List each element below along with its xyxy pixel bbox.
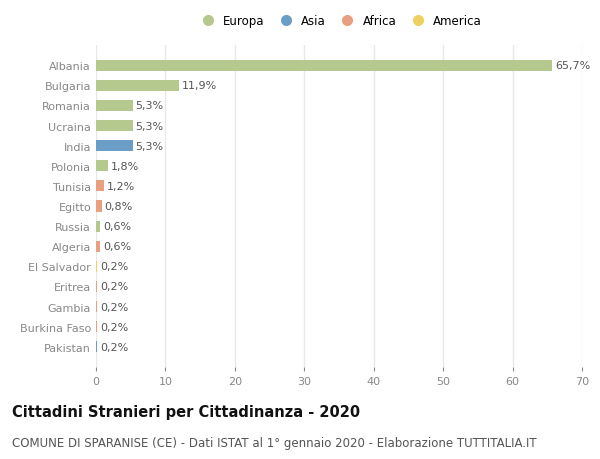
Text: 0,2%: 0,2% — [100, 322, 128, 332]
Text: 0,8%: 0,8% — [104, 202, 133, 212]
Text: 0,2%: 0,2% — [100, 262, 128, 272]
Text: 5,3%: 5,3% — [136, 141, 164, 151]
Bar — [96, 341, 97, 353]
Text: 0,6%: 0,6% — [103, 242, 131, 252]
Bar — [96, 181, 104, 192]
Bar — [96, 81, 179, 92]
Text: 11,9%: 11,9% — [181, 81, 217, 91]
Bar — [96, 302, 97, 313]
Text: 5,3%: 5,3% — [136, 101, 164, 111]
Bar — [96, 321, 97, 332]
Text: 0,2%: 0,2% — [100, 302, 128, 312]
Bar — [96, 101, 133, 112]
Text: COMUNE DI SPARANISE (CE) - Dati ISTAT al 1° gennaio 2020 - Elaborazione TUTTITAL: COMUNE DI SPARANISE (CE) - Dati ISTAT al… — [12, 436, 536, 449]
Bar — [96, 261, 97, 272]
Text: 0,6%: 0,6% — [103, 222, 131, 232]
Bar — [96, 61, 552, 72]
Text: 1,2%: 1,2% — [107, 181, 136, 191]
Text: 0,2%: 0,2% — [100, 342, 128, 352]
Bar — [96, 241, 100, 252]
Text: 0,2%: 0,2% — [100, 282, 128, 292]
Bar — [96, 221, 100, 232]
Bar — [96, 281, 97, 292]
Bar — [96, 201, 101, 212]
Text: 5,3%: 5,3% — [136, 121, 164, 131]
Text: 65,7%: 65,7% — [555, 61, 590, 71]
Text: 1,8%: 1,8% — [111, 162, 140, 171]
Legend: Europa, Asia, Africa, America: Europa, Asia, Africa, America — [191, 10, 487, 33]
Bar — [96, 161, 109, 172]
Text: Cittadini Stranieri per Cittadinanza - 2020: Cittadini Stranieri per Cittadinanza - 2… — [12, 404, 360, 419]
Bar — [96, 121, 133, 132]
Bar — [96, 141, 133, 152]
